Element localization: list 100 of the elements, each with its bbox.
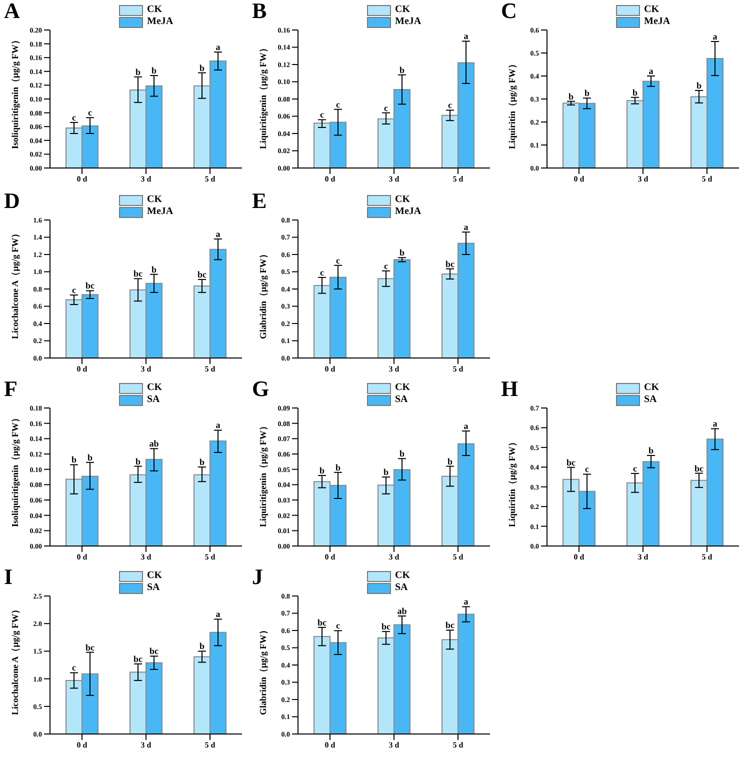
x-tick-label: 0 d xyxy=(324,174,336,184)
x-tick-label: 0 d xyxy=(324,364,336,374)
annotation: b xyxy=(71,454,77,465)
annotation: c xyxy=(384,102,388,113)
x-tick-label: 5 d xyxy=(702,174,713,184)
chart-title: F xyxy=(4,376,18,401)
annotation: b xyxy=(87,452,93,462)
annotation: b xyxy=(199,62,205,73)
y-axis-title: Licochalcone A（μg/g FW） xyxy=(10,604,20,715)
legend-label: CK xyxy=(147,4,162,16)
y-axis-title: Isoliquiritigenin（μg/g FW） xyxy=(10,414,20,527)
annotation: b xyxy=(584,88,590,98)
annotation: b xyxy=(696,80,702,90)
x-tick-label: 3 d xyxy=(388,552,400,562)
annotation: c xyxy=(336,620,340,631)
annotation: a xyxy=(464,31,469,42)
annotation: b xyxy=(568,91,574,102)
annotation: a xyxy=(712,32,718,42)
annotation: bc xyxy=(86,280,95,291)
annotation: b xyxy=(335,462,341,472)
annotation: bc xyxy=(198,270,207,280)
x-tick-label: 3 d xyxy=(388,364,400,374)
x-tick-label: 3 d xyxy=(388,174,400,184)
chart-title: H xyxy=(501,376,518,401)
annotation: bc xyxy=(86,642,95,652)
annotation: bc xyxy=(134,654,143,664)
chart-title: A xyxy=(4,0,20,23)
legend-label: CK xyxy=(395,4,410,16)
x-tick-label: 0 d xyxy=(76,740,88,750)
annotation: c xyxy=(336,255,340,266)
annotation: b xyxy=(151,66,157,76)
legend-label: MeJA xyxy=(644,16,670,28)
annotation: c xyxy=(585,464,589,474)
legend-label: CK xyxy=(395,194,410,206)
x-tick-label: 0 d xyxy=(76,364,88,374)
legend-label: MeJA xyxy=(147,206,174,218)
x-tick-label: 3 d xyxy=(638,552,649,562)
annotation: bc xyxy=(150,646,159,656)
x-tick-label: 3 d xyxy=(140,552,152,562)
x-tick-label: 5 d xyxy=(204,740,216,750)
annotation: c xyxy=(320,267,324,278)
x-tick-label: 0 d xyxy=(324,740,336,750)
legend-label: CK xyxy=(147,382,162,394)
annotation: b xyxy=(447,456,453,466)
annotation: c xyxy=(72,285,76,296)
legend-label: SA xyxy=(147,394,160,406)
x-tick-label: 0 d xyxy=(574,552,585,562)
annotation: a xyxy=(464,222,469,232)
legend-label: MeJA xyxy=(395,16,422,28)
annotation: bc xyxy=(694,463,704,474)
legend-label: MeJA xyxy=(147,16,174,28)
annotation: b xyxy=(632,87,638,98)
annotation: a xyxy=(464,421,469,431)
legend-label: CK xyxy=(147,194,162,206)
legend-label: CK xyxy=(644,382,659,394)
annotation: b xyxy=(199,457,205,468)
legend-label: MeJA xyxy=(395,206,422,218)
annotation: b xyxy=(135,66,141,77)
x-tick-label: 5 d xyxy=(204,552,216,562)
annotation: a xyxy=(216,609,221,620)
annotation: b xyxy=(135,456,141,466)
annotation: b xyxy=(399,248,405,258)
chart-title: C xyxy=(501,0,517,23)
chart-title: E xyxy=(252,188,267,213)
annotation: c xyxy=(72,112,76,122)
annotation: bc xyxy=(318,617,327,628)
annotation: c xyxy=(72,662,76,673)
legend-label: CK xyxy=(395,570,410,582)
annotation: b xyxy=(383,467,389,477)
legend-label: SA xyxy=(395,582,408,594)
legend-label: CK xyxy=(644,4,659,16)
x-tick-label: 0 d xyxy=(324,552,336,562)
x-tick-label: 5 d xyxy=(452,364,464,374)
x-tick-label: 5 d xyxy=(452,552,464,562)
x-tick-label: 3 d xyxy=(140,174,152,184)
chart-title: I xyxy=(4,564,13,589)
annotation: c xyxy=(384,260,388,271)
y-axis-title: Glabridin（μg/g FW） xyxy=(258,626,268,715)
annotation: b xyxy=(319,465,325,476)
annotation: a xyxy=(216,42,221,52)
chart-title: J xyxy=(252,564,263,589)
annotation: b xyxy=(151,264,157,274)
annotation: bc xyxy=(446,620,455,630)
annotation: b xyxy=(199,641,205,652)
annotation: bc xyxy=(566,457,576,468)
annotation: a xyxy=(216,228,221,239)
x-tick-label: 3 d xyxy=(140,740,152,750)
x-tick-label: 5 d xyxy=(204,174,216,184)
legend-label: SA xyxy=(147,582,160,594)
y-axis-title: Liquiritin（μg/g FW） xyxy=(507,60,518,149)
legend-label: SA xyxy=(395,394,408,406)
x-tick-label: 0 d xyxy=(76,174,88,184)
x-tick-label: 5 d xyxy=(452,740,464,750)
chart-title: G xyxy=(252,376,270,401)
x-tick-label: 0 d xyxy=(76,552,88,562)
y-axis-title: Glabridin（μg/g FW） xyxy=(258,250,268,339)
y-axis-title: Liquiritin（μg/g FW） xyxy=(507,438,518,527)
legend-label: SA xyxy=(644,394,657,406)
annotation: bc xyxy=(446,258,455,269)
chart-title: D xyxy=(4,188,20,213)
